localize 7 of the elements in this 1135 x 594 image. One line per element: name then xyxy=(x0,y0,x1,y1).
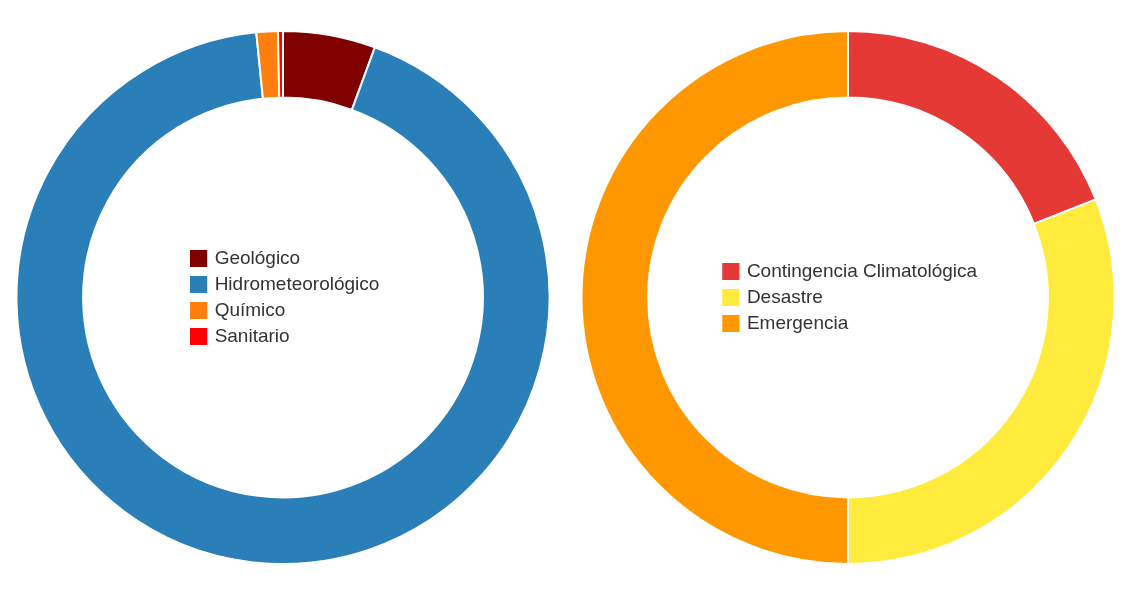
legend-label: Emergencia xyxy=(746,312,849,334)
legend-label: Hidrometeorológico xyxy=(214,273,380,295)
legend-label: Químico xyxy=(214,299,286,321)
legend-label: Sanitario xyxy=(214,325,290,347)
legend-label: Contingencia Climatológica xyxy=(746,260,978,282)
legend-label: Desastre xyxy=(746,286,823,308)
legend-label: Geológico xyxy=(214,247,301,269)
